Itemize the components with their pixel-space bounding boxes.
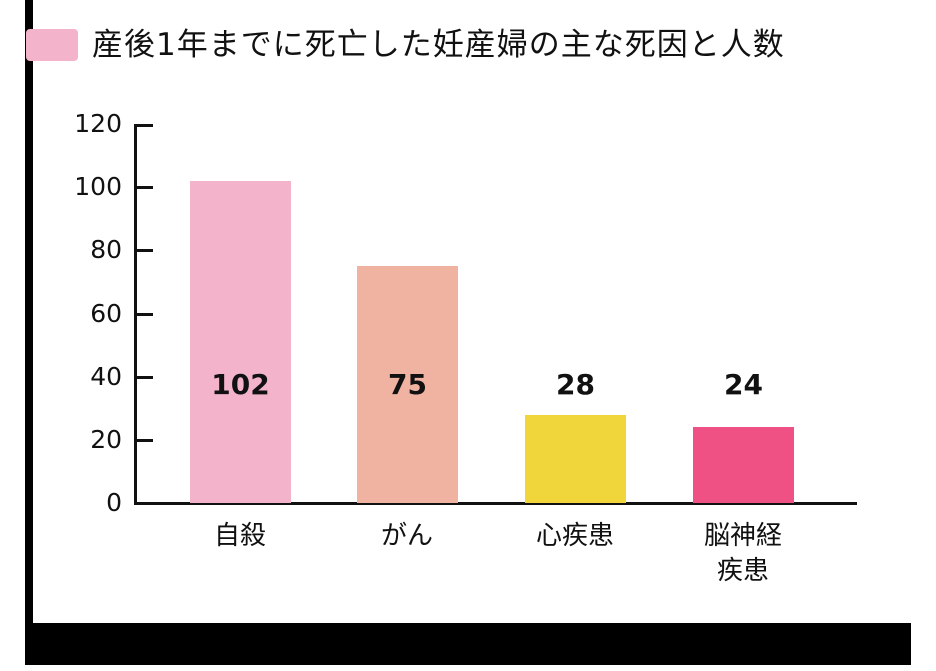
category-label-line1: 脳神経 [703, 521, 782, 551]
y-tick [134, 124, 153, 127]
y-tick-label: 80 [90, 235, 122, 264]
y-tick-label: 60 [90, 299, 122, 328]
bar-cerebrovascular-disease [693, 427, 794, 503]
category-label: がん [327, 519, 487, 554]
bar-heart-disease [525, 414, 626, 503]
x-axis [134, 502, 857, 505]
category-label: 心疾患 [495, 519, 655, 554]
y-tick [134, 186, 153, 189]
frame-bottom-bar [25, 623, 911, 665]
category-label: 脳神経 疾患 [663, 519, 823, 589]
y-tick-label: 40 [90, 362, 122, 391]
y-tick [134, 249, 153, 252]
legend-swatch [26, 29, 78, 61]
category-label-line1: 心疾患 [535, 521, 614, 551]
y-tick-label: 100 [74, 172, 122, 201]
y-tick [134, 439, 153, 442]
y-tick [134, 376, 153, 379]
category-label: 自殺 [160, 519, 320, 554]
y-tick-label: 0 [106, 488, 122, 517]
y-tick [134, 313, 153, 316]
category-label-line2: 疾患 [716, 556, 769, 586]
value-label: 28 [556, 368, 595, 401]
value-label: 102 [211, 368, 270, 401]
y-tick-label: 20 [90, 425, 122, 454]
frame-left-bar [25, 0, 33, 665]
bar-suicide [190, 180, 291, 503]
category-label-line1: 自殺 [213, 521, 266, 551]
value-label: 24 [724, 368, 763, 401]
category-label-line1: がん [380, 521, 433, 551]
value-label: 75 [388, 368, 427, 401]
bar-cancer [357, 266, 458, 503]
chart-title: 産後1年までに死亡した妊産婦の主な死因と人数 [92, 27, 785, 63]
y-tick [134, 502, 153, 505]
y-tick-label: 120 [74, 109, 122, 138]
